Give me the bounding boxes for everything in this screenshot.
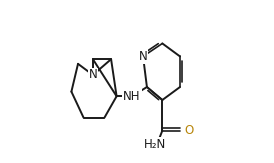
Text: N: N xyxy=(139,50,147,63)
Text: N: N xyxy=(89,68,97,82)
Text: NH: NH xyxy=(123,90,141,103)
Text: O: O xyxy=(184,124,194,137)
Text: H₂N: H₂N xyxy=(144,138,166,151)
